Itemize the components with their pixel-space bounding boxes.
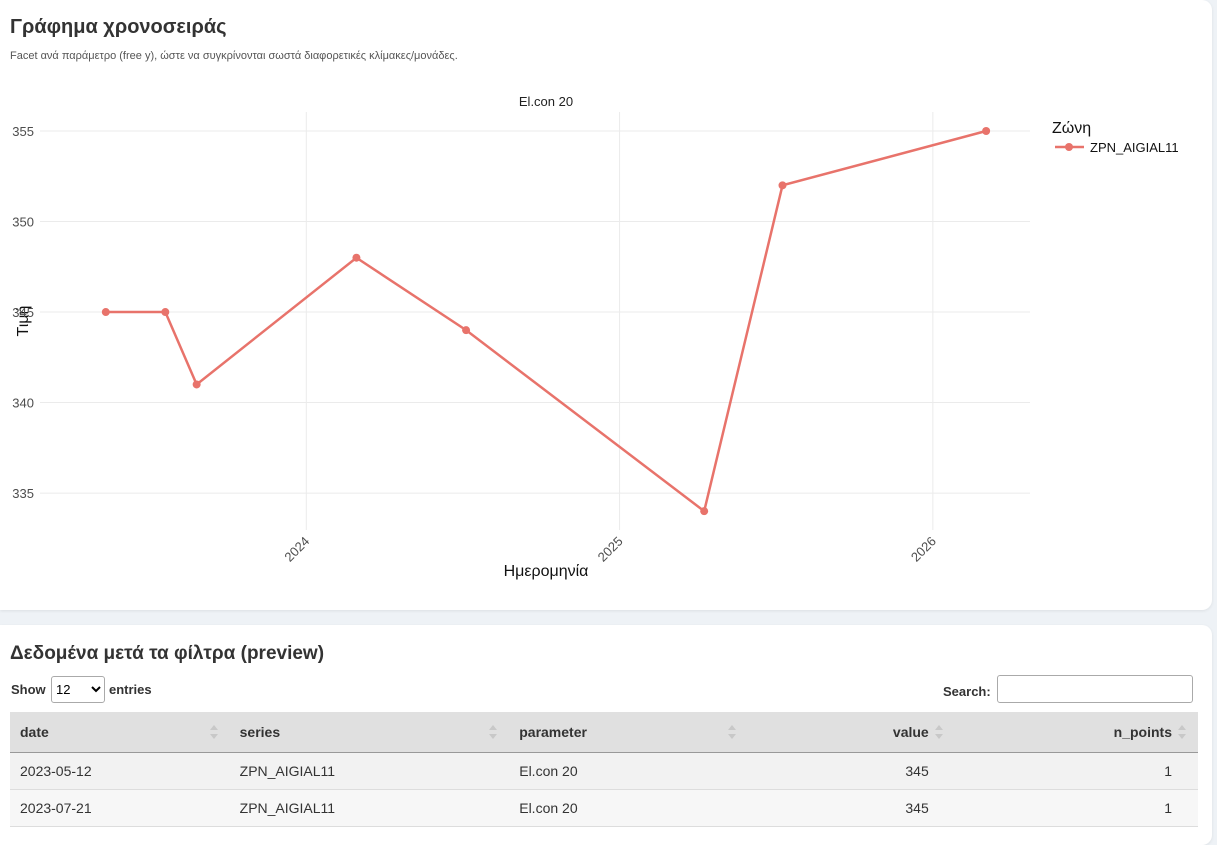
- column-header[interactable]: date: [10, 712, 230, 753]
- x-tick-label: 2024: [281, 534, 312, 565]
- sort-icon[interactable]: [489, 725, 498, 739]
- entries-label: entries: [109, 682, 152, 697]
- x-axis-label: Ημερομηνία: [504, 563, 589, 580]
- data-point: [982, 127, 991, 136]
- table-cell: 1: [954, 752, 1198, 790]
- legend-key-point: [1065, 143, 1073, 151]
- sort-icon[interactable]: [934, 725, 943, 739]
- legend-title: Ζώνη: [1052, 120, 1091, 137]
- table-title: Δεδομένα μετά τα φίλτρα (preview): [10, 643, 325, 664]
- x-tick-label: 2026: [908, 534, 939, 565]
- column-header[interactable]: parameter: [509, 712, 749, 753]
- page-length-select[interactable]: 12: [51, 676, 105, 703]
- header-row: date series parameter value n_points: [10, 712, 1198, 753]
- y-tick-label: 340: [12, 396, 34, 411]
- table-cell: 345: [748, 789, 955, 827]
- data-point: [101, 308, 110, 317]
- table-card: Δεδομένα μετά τα φίλτρα (preview) Show 1…: [0, 625, 1212, 845]
- chart-card: Γράφημα χρονοσειράς Facet ανά παράμετρο …: [0, 0, 1212, 610]
- y-tick-label: 335: [12, 486, 34, 501]
- data-point: [161, 308, 170, 317]
- y-tick-label: 345: [12, 305, 34, 320]
- table-cell: 1: [954, 789, 1198, 827]
- series-line: [105, 129, 987, 514]
- sort-icon[interactable]: [1178, 725, 1186, 739]
- facet-title: El.con 20: [519, 94, 573, 109]
- table-cell: ZPN_AIGIAL11: [229, 752, 510, 790]
- show-label: Show: [11, 682, 46, 697]
- legend-label: ZPN_AIGIAL11: [1090, 140, 1179, 155]
- data-table: date series parameter value n_points 2023-05-…: [10, 712, 1198, 827]
- table-cell: El.con 20: [509, 789, 749, 827]
- table-row: 2023-05-12 ZPN_AIGIAL11 El.con 20 345 1: [10, 752, 1198, 790]
- y-tick-label: 350: [12, 215, 34, 230]
- search-input[interactable]: [997, 675, 1193, 703]
- table-cell: 345: [748, 752, 955, 790]
- card-subtitle: Facet ανά παράμετρο (free y), ώστε να συ…: [10, 50, 458, 62]
- table-cell: 2023-05-12: [10, 752, 230, 790]
- data-point: [462, 326, 471, 335]
- chart: El.con 20 Ημερομηνία Τιμή Ζώνη 335 340 345…: [12, 94, 1179, 580]
- table-cell: ZPN_AIGIAL11: [229, 789, 510, 827]
- column-header[interactable]: n_points: [954, 712, 1198, 753]
- card-title: Γράφημα χρονοσειράς: [10, 16, 227, 38]
- sort-icon[interactable]: [728, 725, 737, 739]
- table-cell: 2023-07-21: [10, 789, 230, 827]
- y-tick-label: 355: [12, 124, 34, 139]
- data-point: [352, 253, 361, 262]
- sort-icon[interactable]: [209, 725, 218, 739]
- search-label: Search:: [943, 684, 991, 699]
- table-body: 2023-05-12 ZPN_AIGIAL11 El.con 20 345 1 2023-…: [10, 752, 1198, 827]
- x-tick-label: 2025: [595, 534, 626, 565]
- table-row: 2023-07-21 ZPN_AIGIAL11 El.con 20 345 1: [10, 789, 1198, 827]
- data-point: [700, 507, 709, 516]
- data-point: [778, 181, 787, 190]
- column-header[interactable]: series: [229, 712, 510, 753]
- table-cell: El.con 20: [509, 752, 749, 790]
- y-axis-label: Τιμή: [15, 306, 32, 337]
- data-point: [192, 380, 201, 389]
- column-header[interactable]: value: [748, 712, 955, 753]
